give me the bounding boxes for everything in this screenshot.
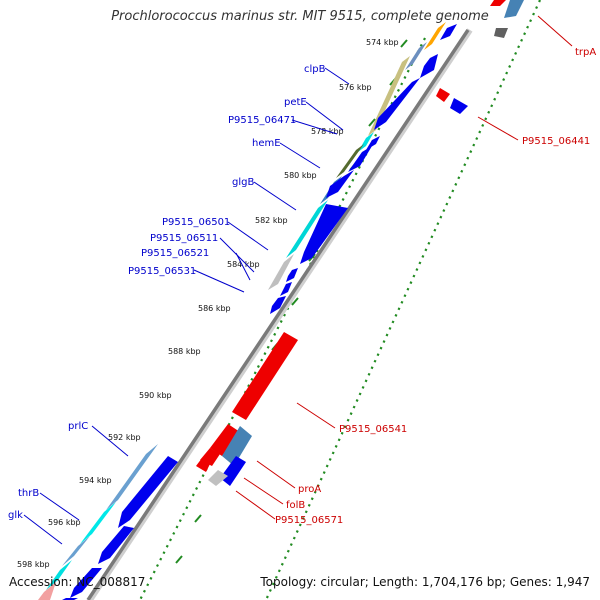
backbone-line <box>86 29 470 600</box>
gene-label-glk[interactable]: glk <box>8 510 23 521</box>
gene-label-P9515_06521[interactable]: P9515_06521 <box>141 248 209 259</box>
gene-label-P9515_06531[interactable]: P9515_06531 <box>128 266 196 277</box>
gene-label-proA[interactable]: proA <box>298 484 321 495</box>
tick-label: 584 kbp <box>227 260 260 269</box>
gene-label-P9515_06541[interactable]: P9515_06541 <box>339 424 407 435</box>
gene-label-P9515_06471[interactable]: P9515_06471 <box>228 115 296 126</box>
reverse-label-leaders <box>235 15 573 520</box>
gene-label-P9515_06571[interactable]: P9515_06571 <box>275 515 343 526</box>
reverse-cds-track <box>196 0 506 486</box>
tick-label: 588 kbp <box>168 347 201 356</box>
gene-label-hemE[interactable]: hemE <box>252 138 281 149</box>
gene-label-P9515_06511[interactable]: P9515_06511 <box>150 233 218 244</box>
tick-label: 594 kbp <box>79 476 112 485</box>
tick-label: 596 kbp <box>48 518 81 527</box>
accession-text: Accession: NC_008817 <box>9 575 146 589</box>
gene-label-clpB[interactable]: clpB <box>304 64 326 75</box>
gene-label-trpA[interactable]: trpA <box>575 47 596 58</box>
gene-label-thrB[interactable]: thrB <box>18 488 39 499</box>
gene-label-P9515_06501[interactable]: P9515_06501 <box>162 217 230 228</box>
gene-label-petE[interactable]: petE <box>284 97 307 108</box>
gene-label-glgB[interactable]: glgB <box>232 177 254 188</box>
tick-label: 576 kbp <box>339 83 372 92</box>
gene-label-folB[interactable]: folB <box>286 500 305 511</box>
gene-label-prlC[interactable]: prlC <box>68 421 88 432</box>
tick-label: 598 kbp <box>17 560 50 569</box>
tick-label: 586 kbp <box>198 304 231 313</box>
inner-dotted-track <box>264 0 542 600</box>
forward-cds-track <box>62 24 457 600</box>
tick-label: 580 kbp <box>284 171 317 180</box>
genome-summary-text: Topology: circular; Length: 1,704,176 bp… <box>260 575 590 589</box>
gene-label-P9515_06441[interactable]: P9515_06441 <box>522 136 590 147</box>
tick-label: 582 kbp <box>255 216 288 225</box>
map-title: Prochlorococcus marinus str. MIT 9515, c… <box>111 9 489 24</box>
forward-label-leaders <box>23 67 350 545</box>
tick-label: 574 kbp <box>366 38 399 47</box>
tick-label: 590 kbp <box>139 391 172 400</box>
tick-label: 592 kbp <box>108 433 141 442</box>
